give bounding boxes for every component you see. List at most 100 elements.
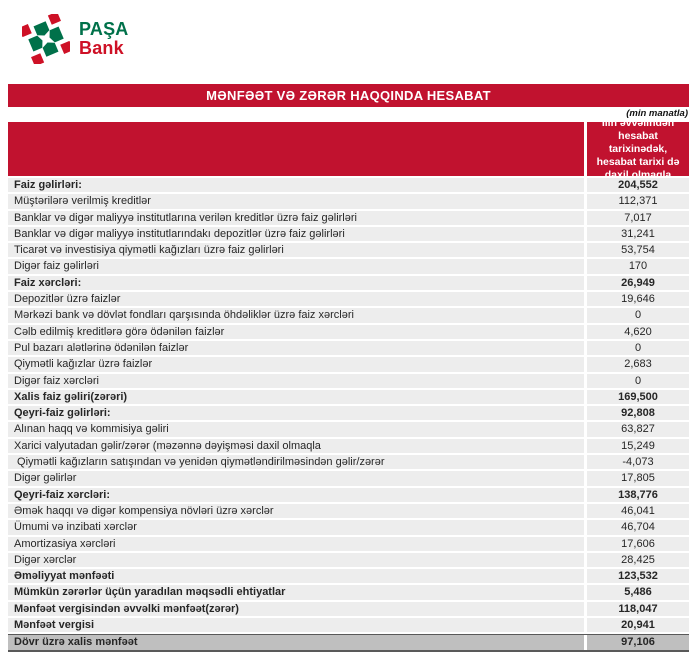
table-row: Qiymətli kağızların satışından və yenidə… [8,455,689,470]
logo-text-pasha: PAŞA [79,19,129,39]
row-label: Əməliyyat mənfəəti [8,569,584,584]
table-row: Faiz xərcləri: 26,949 [8,275,689,291]
row-column-gap [584,259,587,274]
row-value: 5,486 [587,585,689,600]
table-row: Qeyri-faiz xərcləri: 138,776 [8,487,689,502]
table-row: Əməliyyat mənfəəti 123,532 [8,569,689,584]
row-value: 170 [587,259,689,274]
row-label: Banklar və digər maliyyə institutlarına … [8,210,584,225]
row-label: Qeyri-faiz xərcləri: [8,487,584,502]
row-label: Cəlb edilmiş kreditlərə görə ödənilən fa… [8,324,584,339]
pasha-bank-logo: PAŞA Bank [22,14,128,64]
row-value: 204,552 [587,178,689,193]
row-column-gap [584,438,587,454]
row-value: 0 [587,308,689,323]
row-column-gap [584,455,587,470]
row-label: Qiymətli kağızlar üzrə faizlər [8,357,584,372]
table-row: Əmək haqqı və digər kompensiya növləri ü… [8,503,689,519]
row-column-gap [584,618,587,633]
report-title-bar: MƏNFƏƏT VƏ ZƏRƏR HAQQINDA HESABAT [8,84,689,107]
row-label: Dövr üzrə xalis mənfəət [8,635,584,650]
table-row: Xalis faiz gəliri(zərəri) 169,500 [8,389,689,405]
row-column-gap [584,503,587,519]
row-value: 123,532 [587,569,689,584]
row-value: 0 [587,340,689,356]
row-label: Xalis faiz gəliri(zərəri) [8,389,584,405]
row-column-gap [584,194,587,209]
row-value: 46,041 [587,503,689,519]
value-column-header: İlin əvvəlindən hesabat tarixinədək, hes… [587,117,689,181]
table-row: Cəlb edilmiş kreditlərə görə ödənilən fa… [8,324,689,339]
row-column-gap [584,324,587,339]
row-column-gap [584,373,587,388]
row-value: 4,620 [587,324,689,339]
row-value: 0 [587,373,689,388]
row-label: Ümumi və inzibati xərclər [8,520,584,535]
row-label: Ticarət və investisiya qiymətli kağızlar… [8,243,584,258]
row-label: Qeyri-faiz gəlirləri: [8,406,584,421]
row-label: Müştərilərə verilmiş kreditlər [8,194,584,209]
row-label: Xarici valyutadan gəlir/zərər (məzənnə d… [8,438,584,454]
row-value: 46,704 [587,520,689,535]
row-column-gap [584,635,587,650]
table-row: Faiz gəlirləri: 204,552 [8,178,689,193]
unit-note: (min manatla) [626,108,688,119]
table-body: Faiz gəlirləri: 204,552 Müştərilərə veri… [8,178,689,652]
row-value: 53,754 [587,243,689,258]
logo-text-bank: Bank [79,38,124,58]
table-row: Mənfəət vergisindən əvvəlki mənfəət(zərə… [8,601,689,617]
table-row: Dövr üzrə xalis mənfəət 97,106 [8,634,689,652]
row-label: Digər faiz xərcləri [8,373,584,388]
table-row: Digər faiz gəlirləri 170 [8,259,689,274]
row-value: 112,371 [587,194,689,209]
row-label: Qiymətli kağızların satışından və yenidə… [8,455,584,470]
row-column-gap [584,389,587,405]
report-title: MƏNFƏƏT VƏ ZƏRƏR HAQQINDA HESABAT [206,88,491,103]
row-value: 15,249 [587,438,689,454]
row-value: 97,106 [587,635,689,650]
row-column-gap [584,601,587,617]
row-label: Digər faiz gəlirləri [8,259,584,274]
row-column-gap [584,585,587,600]
table-row: Ticarət və investisiya qiymətli kağızlar… [8,243,689,258]
row-label: Digər gəlirlər [8,471,584,486]
row-column-gap [584,340,587,356]
row-label: Əmək haqqı və digər kompensiya növləri ü… [8,503,584,519]
row-column-gap [584,569,587,584]
header-column-gap [584,122,587,176]
table-row: Qeyri-faiz gəlirləri: 92,808 [8,406,689,421]
table-row: Digər faiz xərcləri 0 [8,373,689,388]
row-value: 28,425 [587,552,689,568]
row-value: 17,805 [587,471,689,486]
table-row: Pul bazarı alətlərinə ödənilən faizlər 0 [8,340,689,356]
row-value: 138,776 [587,487,689,502]
row-column-gap [584,422,587,437]
row-value: 20,941 [587,618,689,633]
row-value: 26,949 [587,275,689,291]
table-row: Mərkəzi bank və dövlət fondları qarşısın… [8,308,689,323]
row-column-gap [584,406,587,421]
table-row: Alınan haqq və kommisiya gəliri 63,827 [8,422,689,437]
row-label: Depozitlər üzrə faizlər [8,292,584,307]
table-header-row: İlin əvvəlindən hesabat tarixinədək, hes… [8,117,689,181]
logo-wordmark: PAŞA Bank [79,20,128,58]
row-column-gap [584,243,587,258]
row-column-gap [584,552,587,568]
row-label: Mənfəət vergisi [8,618,584,633]
row-value: 63,827 [587,422,689,437]
row-label: Faiz gəlirləri: [8,178,584,193]
table-row: Depozitlər üzrə faizlər 19,646 [8,292,689,307]
table-row: Banklar və digər maliyyə institutlarında… [8,226,689,242]
table-row: Ümumi və inzibati xərclər 46,704 [8,520,689,535]
row-label: Alınan haqq və kommisiya gəliri [8,422,584,437]
row-column-gap [584,308,587,323]
header-empty-cell [8,122,584,176]
row-label: Pul bazarı alətlərinə ödənilən faizlər [8,340,584,356]
row-column-gap [584,487,587,502]
row-value: 2,683 [587,357,689,372]
row-label: Digər xərclər [8,552,584,568]
row-column-gap [584,520,587,535]
row-label: Mümkün zərərlər üçün yaradılan məqsədli … [8,585,584,600]
table-row: Müştərilərə verilmiş kreditlər 112,371 [8,194,689,209]
